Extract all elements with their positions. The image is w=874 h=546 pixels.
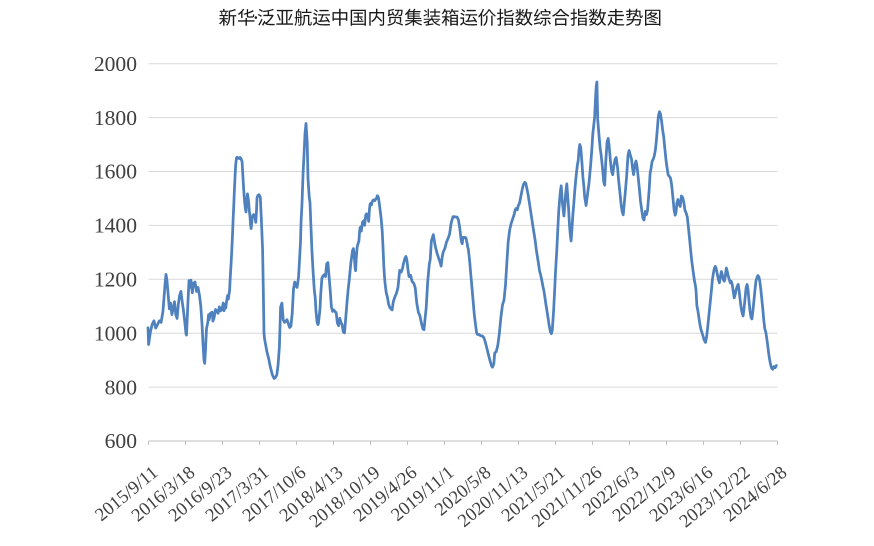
- svg-text:1400: 1400: [94, 214, 137, 238]
- svg-text:600: 600: [105, 429, 137, 453]
- svg-text:1000: 1000: [94, 321, 137, 345]
- svg-text:2000: 2000: [94, 52, 137, 76]
- svg-text:1800: 1800: [94, 106, 137, 130]
- svg-text:1600: 1600: [94, 160, 137, 184]
- svg-text:1200: 1200: [94, 268, 137, 292]
- svg-text:800: 800: [105, 375, 137, 399]
